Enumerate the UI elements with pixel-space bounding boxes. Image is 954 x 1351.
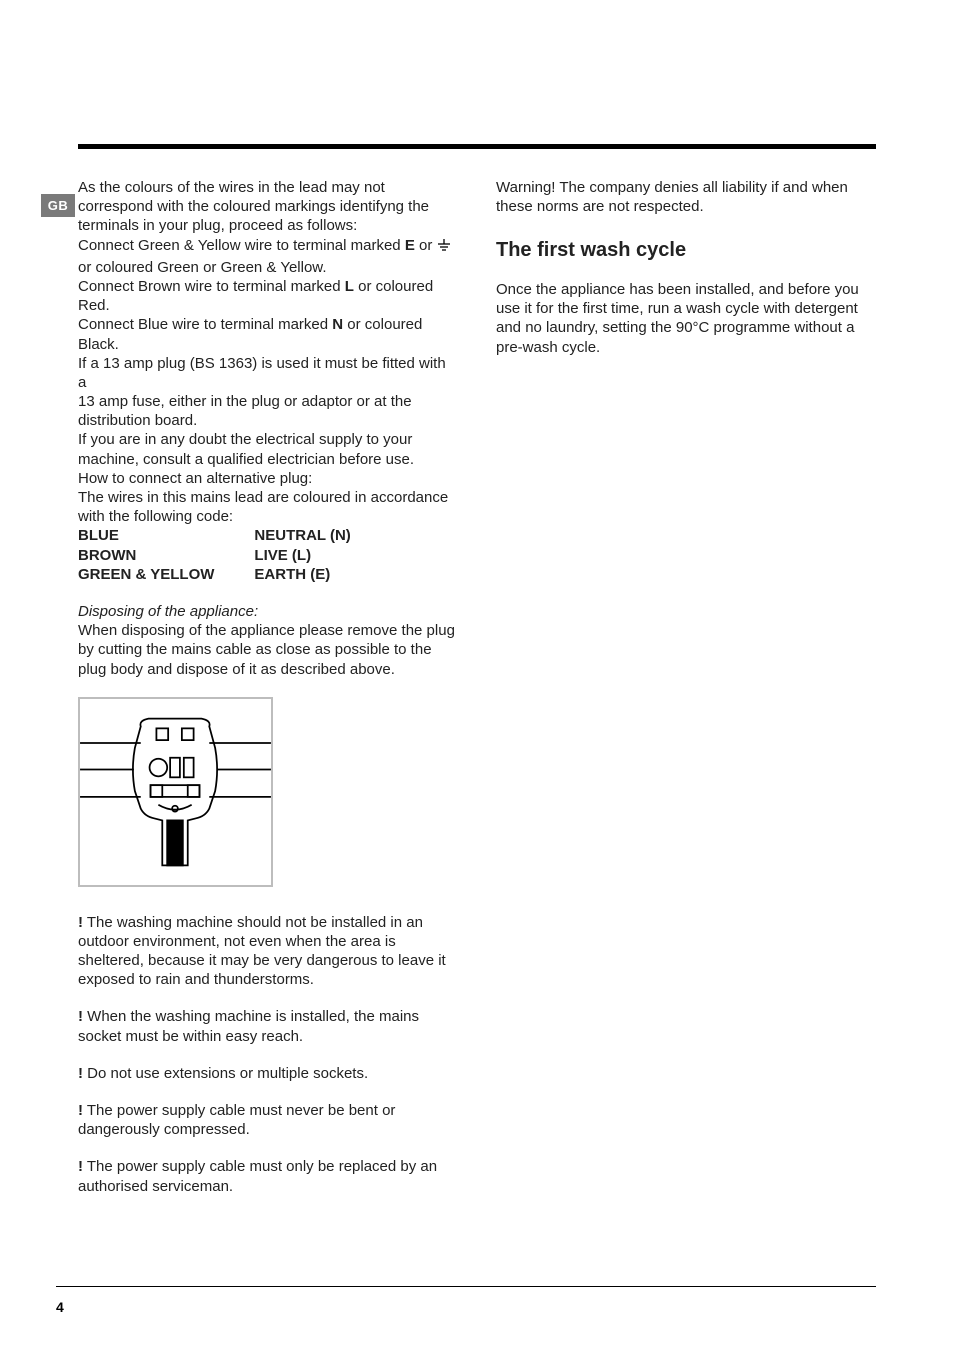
warning-extensions: ! Do not use extensions or multiple sock… bbox=[78, 1064, 458, 1083]
first-wash-text: Once the appliance has been installed, a… bbox=[496, 280, 876, 357]
columns: As the colours of the wires in the lead … bbox=[78, 178, 876, 1214]
wire-colour-col: BLUE BROWN GREEN & YELLOW bbox=[78, 526, 214, 584]
wire-green-yellow: GREEN & YELLOW bbox=[78, 565, 214, 584]
text: When the washing machine is installed, t… bbox=[78, 1008, 419, 1044]
warning-outdoor: ! The washing machine should not be inst… bbox=[78, 913, 458, 990]
text: Connect Blue wire to terminal marked bbox=[78, 316, 332, 333]
connect-n: Connect Blue wire to terminal marked N o… bbox=[78, 315, 458, 353]
warnings: ! The washing machine should not be inst… bbox=[78, 913, 458, 1196]
wire-brown: BROWN bbox=[78, 546, 214, 565]
text: Connect Brown wire to terminal marked bbox=[78, 278, 345, 295]
terminal-live: LIVE (L) bbox=[254, 546, 350, 565]
colour-code-text: The wires in this mains lead are coloure… bbox=[78, 488, 458, 526]
wire-colour-table: BLUE BROWN GREEN & YELLOW NEUTRAL (N) LI… bbox=[78, 526, 458, 584]
terminal-l: L bbox=[345, 278, 354, 295]
terminal-e: E bbox=[405, 237, 415, 254]
text: The power supply cable must only be repl… bbox=[78, 1158, 437, 1194]
intro-text: As the colours of the wires in the lead … bbox=[78, 178, 458, 236]
country-badge: GB bbox=[41, 194, 75, 217]
page: GB As the colours of the wires in the le… bbox=[0, 0, 954, 1351]
wire-blue: BLUE bbox=[78, 526, 214, 545]
page-number: 4 bbox=[56, 1299, 64, 1315]
terminal-neutral: NEUTRAL (N) bbox=[254, 526, 350, 545]
fuse-text-2: 13 amp fuse, either in the plug or adapt… bbox=[78, 392, 458, 430]
disposal-heading: Disposing of the appliance: bbox=[78, 602, 458, 621]
terminal-earth: EARTH (E) bbox=[254, 565, 350, 584]
text: Do not use extensions or multiple socket… bbox=[83, 1065, 368, 1082]
wire-terminal-col: NEUTRAL (N) LIVE (L) EARTH (E) bbox=[254, 526, 350, 584]
bottom-rule bbox=[56, 1286, 876, 1287]
connect-e: Connect Green & Yellow wire to terminal … bbox=[78, 236, 458, 277]
terminal-n: N bbox=[332, 316, 343, 333]
disposal-text: When disposing of the appliance please r… bbox=[78, 621, 458, 679]
fuse-text-1: If a 13 amp plug (BS 1363) is used it mu… bbox=[78, 354, 458, 392]
text: or bbox=[415, 237, 437, 254]
liability-warning: Warning! The company denies all liabilit… bbox=[496, 178, 876, 216]
plug-diagram bbox=[78, 697, 273, 887]
warning-cable-replace: ! The power supply cable must only be re… bbox=[78, 1157, 458, 1195]
doubt-text: If you are in any doubt the electrical s… bbox=[78, 430, 458, 468]
text: The power supply cable must never be ben… bbox=[78, 1102, 395, 1138]
connect-l: Connect Brown wire to terminal marked L … bbox=[78, 277, 458, 315]
first-wash-heading: The first wash cycle bbox=[496, 238, 876, 264]
left-column: As the colours of the wires in the lead … bbox=[78, 178, 458, 1214]
warning-socket: ! When the washing machine is installed,… bbox=[78, 1007, 458, 1045]
text: Connect Green & Yellow wire to terminal … bbox=[78, 237, 405, 254]
top-rule bbox=[78, 144, 876, 149]
text: The washing machine should not be instal… bbox=[78, 914, 446, 989]
right-column: Warning! The company denies all liabilit… bbox=[496, 178, 876, 1214]
alt-plug-heading: How to connect an alternative plug: bbox=[78, 469, 458, 488]
earth-icon bbox=[437, 239, 451, 258]
text: or coloured Green or Green & Yellow. bbox=[78, 259, 326, 276]
warning-cable-bend: ! The power supply cable must never be b… bbox=[78, 1101, 458, 1139]
